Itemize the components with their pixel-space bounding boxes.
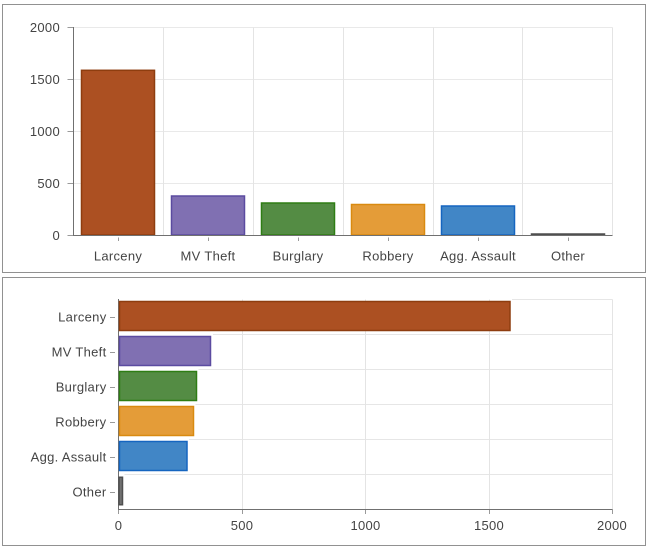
svg-text:Burglary: Burglary bbox=[273, 249, 324, 264]
svg-text:2000: 2000 bbox=[597, 518, 627, 533]
svg-text:500: 500 bbox=[37, 176, 60, 191]
svg-text:1500: 1500 bbox=[30, 72, 60, 87]
svg-text:Robbery: Robbery bbox=[362, 249, 413, 264]
svg-text:Agg. Assault: Agg. Assault bbox=[31, 450, 107, 465]
svg-text:0: 0 bbox=[52, 228, 60, 243]
svg-text:1500: 1500 bbox=[474, 518, 504, 533]
svg-text:MV Theft: MV Theft bbox=[181, 249, 236, 264]
svg-text:0: 0 bbox=[115, 518, 123, 533]
svg-text:2000: 2000 bbox=[30, 20, 60, 35]
svg-text:Larceny: Larceny bbox=[94, 249, 143, 264]
svg-text:Other: Other bbox=[551, 249, 585, 264]
svg-text:Robbery: Robbery bbox=[55, 415, 106, 430]
svg-text:MV Theft: MV Theft bbox=[52, 345, 107, 360]
svg-text:Other: Other bbox=[72, 485, 106, 500]
svg-text:1000: 1000 bbox=[350, 518, 380, 533]
svg-text:1000: 1000 bbox=[30, 124, 60, 139]
svg-text:Burglary: Burglary bbox=[56, 380, 107, 395]
svg-text:Agg. Assault: Agg. Assault bbox=[440, 249, 516, 264]
svg-text:Larceny: Larceny bbox=[58, 310, 107, 325]
svg-text:500: 500 bbox=[231, 518, 254, 533]
